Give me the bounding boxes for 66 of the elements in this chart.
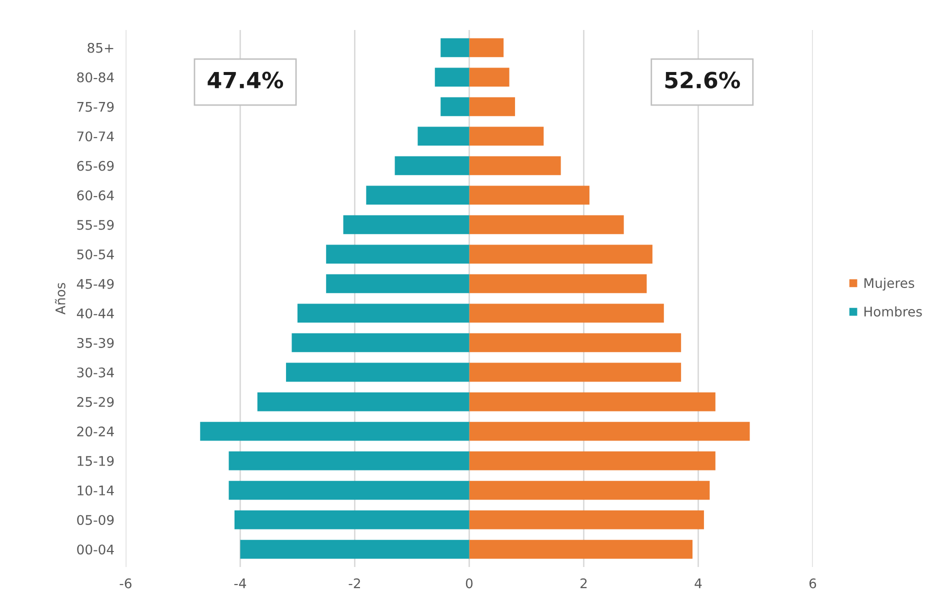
y-tick-label: 25-29: [77, 396, 114, 407]
legend-label: Mujeres: [864, 278, 914, 291]
y-tick-label: 15-19: [78, 456, 114, 466]
bar: [257, 392, 470, 412]
y-tick-label: 40-44: [76, 308, 114, 318]
x-tick-label: -6: [120, 578, 132, 588]
bar: [326, 244, 470, 264]
bar: [240, 540, 470, 559]
bar: [469, 540, 693, 559]
bar: [228, 480, 470, 500]
bar: [366, 186, 470, 205]
annotation: 52.6%: [665, 72, 740, 88]
y-tick-label: 10-14: [78, 486, 114, 496]
bar: [469, 97, 516, 116]
bar: [469, 156, 561, 176]
bar: [469, 274, 647, 294]
y-tick-label: 60-64: [77, 190, 114, 200]
bar: [228, 451, 470, 470]
y-tick-label: 35-39: [77, 338, 114, 348]
bar: [469, 510, 704, 530]
y-tick-label: 65-69: [77, 160, 114, 171]
y-tick-label: 75-79: [77, 102, 114, 112]
y-tick-label: 20-24: [77, 426, 114, 436]
bar: [469, 304, 664, 323]
bar: [343, 215, 470, 234]
bar: [297, 304, 470, 323]
bar: [234, 510, 470, 530]
bar: [418, 126, 470, 146]
bar: [469, 244, 652, 264]
y-tick-label: 70-74: [77, 131, 114, 142]
bar: [469, 392, 716, 412]
x-tick-label: 6: [809, 578, 816, 588]
bar: [469, 422, 750, 441]
x-tick-label: -2: [348, 578, 360, 588]
legend-label: Hombres: [864, 306, 922, 317]
bar: [394, 156, 470, 176]
x-tick-label: 4: [694, 578, 702, 588]
y-tick-label: 80-84: [77, 72, 114, 82]
y-tick-label: 50-54: [77, 249, 114, 260]
x-tick-label: 0: [466, 578, 473, 588]
bar: [200, 422, 470, 441]
bar: [292, 333, 470, 352]
bar: [469, 451, 716, 470]
y-tick-label: 00-04: [77, 544, 114, 555]
bar: [440, 97, 470, 116]
bar: [469, 38, 504, 58]
bar: [469, 68, 510, 87]
bar: [469, 333, 682, 352]
y-tick-label: 30-34: [77, 367, 114, 378]
y-tick-label: 45-49: [76, 278, 114, 289]
y-tick-label: 55-59: [77, 220, 114, 230]
bar: [469, 480, 710, 500]
x-tick-label: 2: [580, 578, 587, 588]
bar: [469, 215, 624, 234]
y-tick-label: 05-09: [77, 515, 114, 525]
annotation: 47.4%: [208, 72, 284, 88]
bar: [469, 126, 544, 146]
bar: [469, 186, 590, 205]
y-tick-label: 85+: [88, 42, 114, 53]
bar: [469, 362, 682, 382]
x-tick-label: -4: [234, 578, 246, 588]
bar: [286, 362, 470, 382]
bar: [326, 274, 470, 294]
bar: [434, 68, 470, 87]
y-axis-title: Años: [54, 282, 66, 315]
bar: [440, 38, 470, 58]
